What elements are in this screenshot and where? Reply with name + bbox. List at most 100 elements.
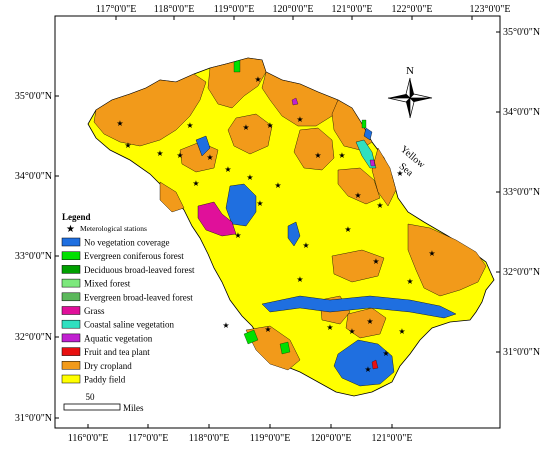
top-longitude-ticks: 117°0'0"E 118°0'0"E 119°0'0"E 120°0'0"E … [96,4,511,20]
north-arrow-icon: N [387,65,433,119]
right-latitude-ticks: 35°0'0"N 34°0'0"N 33°0'0"N 32°0'0"N 31°0… [496,27,540,358]
legend-swatch [61,306,81,315]
station-star-icon: ★ [398,327,405,336]
sea-label: Yellow Sea [397,144,428,179]
legend-swatch [61,333,81,343]
legend-swatch [61,237,81,247]
station-star-icon: ★ [264,325,271,334]
scale-bar-unit: Miles [123,403,144,413]
legend-item-label: Paddy field [84,375,126,385]
station-star-icon: ★ [344,225,351,234]
left-lat-label: 33°0'0"N [15,251,52,262]
station-star-icon: ★ [428,249,435,258]
station-star-icon: ★ [364,365,371,374]
legend-item-label: No vegetation coverage [84,238,169,248]
station-star-icon: ★ [274,181,281,190]
station-star-icon: ★ [256,199,263,208]
station-star-icon: ★ [406,277,413,286]
station-star-icon: ★ [234,231,241,240]
station-star-icon: ★ [366,317,373,326]
bottom-lon-label: 119°0'0"E [250,433,291,444]
left-lat-label: 31°0'0"N [15,413,52,424]
legend-item-label: Mixed forest [84,279,131,289]
legend-swatch [61,374,81,384]
map-frame [54,15,501,429]
station-star-icon: ★ [354,191,361,200]
legend-item-label: Aquatic vegetation [84,333,153,343]
bottom-lon-label: 120°0'0"E [311,433,352,444]
grass-region [197,201,237,237]
left-lat-label: 34°0'0"N [15,171,52,182]
legend-item-label: Fruit and tea plant [84,347,150,357]
bottom-lon-label: 117°0'0"E [128,433,169,444]
top-lon-label: 119°0'0"E [214,4,255,15]
legend-item-label: Coastal saline vegetation [84,320,174,330]
station-star-icon: ★ [246,173,253,182]
station-star-icon: ★ [222,321,229,330]
legend-item-label: Evergreen broad-leaved forest [84,292,193,302]
legend-items: No vegetation coverage Evergreen conifero… [61,237,195,385]
station-star-icon: ★ [242,123,249,132]
station-star-icon: ★ [224,165,231,174]
right-lat-label: 34°0'0"N [503,107,540,118]
station-markers: ★ ★ ★ ★ ★ ★ ★ ★ ★ ★ ★ ★ ★ ★ ★ ★ ★ ★ ★ ★ ★ ★ ★ ★ ★ ★ ★ ★ ★ ★ ★ ★ ★ ★ ★ [116,75,435,374]
bottom-lon-label: 118°0'0"E [189,433,230,444]
legend-swatch [61,319,81,329]
station-star-icon: ★ [296,115,303,124]
station-star-icon: ★ [314,151,321,160]
bottom-longitude-ticks: 116°0'0"E 117°0'0"E 118°0'0"E 119°0'0"E … [68,424,413,444]
station-star-icon: ★ [376,201,383,210]
right-lat-label: 35°0'0"N [503,27,540,38]
station-star-icon: ★ [338,151,345,160]
dry-cropland-regions [93,57,487,371]
aquatic-vegetation-region [291,97,299,106]
legend-item-label: Evergreen coniferous forest [84,251,184,261]
station-star-icon: ★ [192,179,199,188]
right-lat-label: 33°0'0"N [503,187,540,198]
station-star-icon: ★ [296,275,303,284]
legend-swatch [61,278,81,288]
station-star-icon: ★ [254,75,261,84]
scale-bar-rect [63,403,121,411]
station-star-icon: ★ [124,141,131,150]
legend-swatch [61,361,81,370]
aquatic-vegetation-region [369,159,376,167]
station-star-icon: ★ [206,153,213,162]
legend-station-label: Meterological stations [80,224,147,233]
top-lon-label: 123°0'0"E [470,4,511,15]
legend-swatch [61,265,81,274]
scale-bar: 50 Miles [63,392,144,413]
station-star-icon: ★ [382,349,389,358]
no-vegetation-regions [195,127,457,387]
legend: Legend ★ Meterological stations No veget… [61,212,195,385]
top-lon-label: 121°0'0"E [332,4,373,15]
station-star-icon: ★ [396,169,403,178]
station-star-icon: ★ [156,149,163,158]
fruit-tea-region [371,359,379,370]
station-star-icon: ★ [186,121,193,130]
top-lon-label: 118°0'0"E [154,4,195,15]
station-star-icon: ★ [372,257,379,266]
legend-item-label: Grass [84,306,105,316]
left-lat-label: 35°0'0"N [15,91,52,102]
left-lat-label: 32°0'0"N [15,332,52,343]
legend-title: Legend [62,212,91,222]
station-star-icon: ★ [348,327,355,336]
bottom-lon-label: 121°0'0"E [372,433,413,444]
station-star-icon: ★ [116,119,123,128]
top-lon-label: 122°0'0"E [392,4,433,15]
bottom-lon-label: 116°0'0"E [68,433,109,444]
coniferous-forest-regions [233,59,367,355]
station-star-icon: ★ [326,323,333,332]
right-lat-label: 31°0'0"N [503,347,540,358]
right-lat-label: 32°0'0"N [503,267,540,278]
legend-swatch [61,347,81,356]
north-label: N [406,65,414,77]
scale-bar-value: 50 [86,392,96,402]
legend-item-label: Deciduous broad-leaved forest [84,265,195,275]
station-star-icon: ★ [266,121,273,130]
top-lon-label: 120°0'0"E [273,4,314,15]
station-star-icon: ★ [302,241,309,250]
